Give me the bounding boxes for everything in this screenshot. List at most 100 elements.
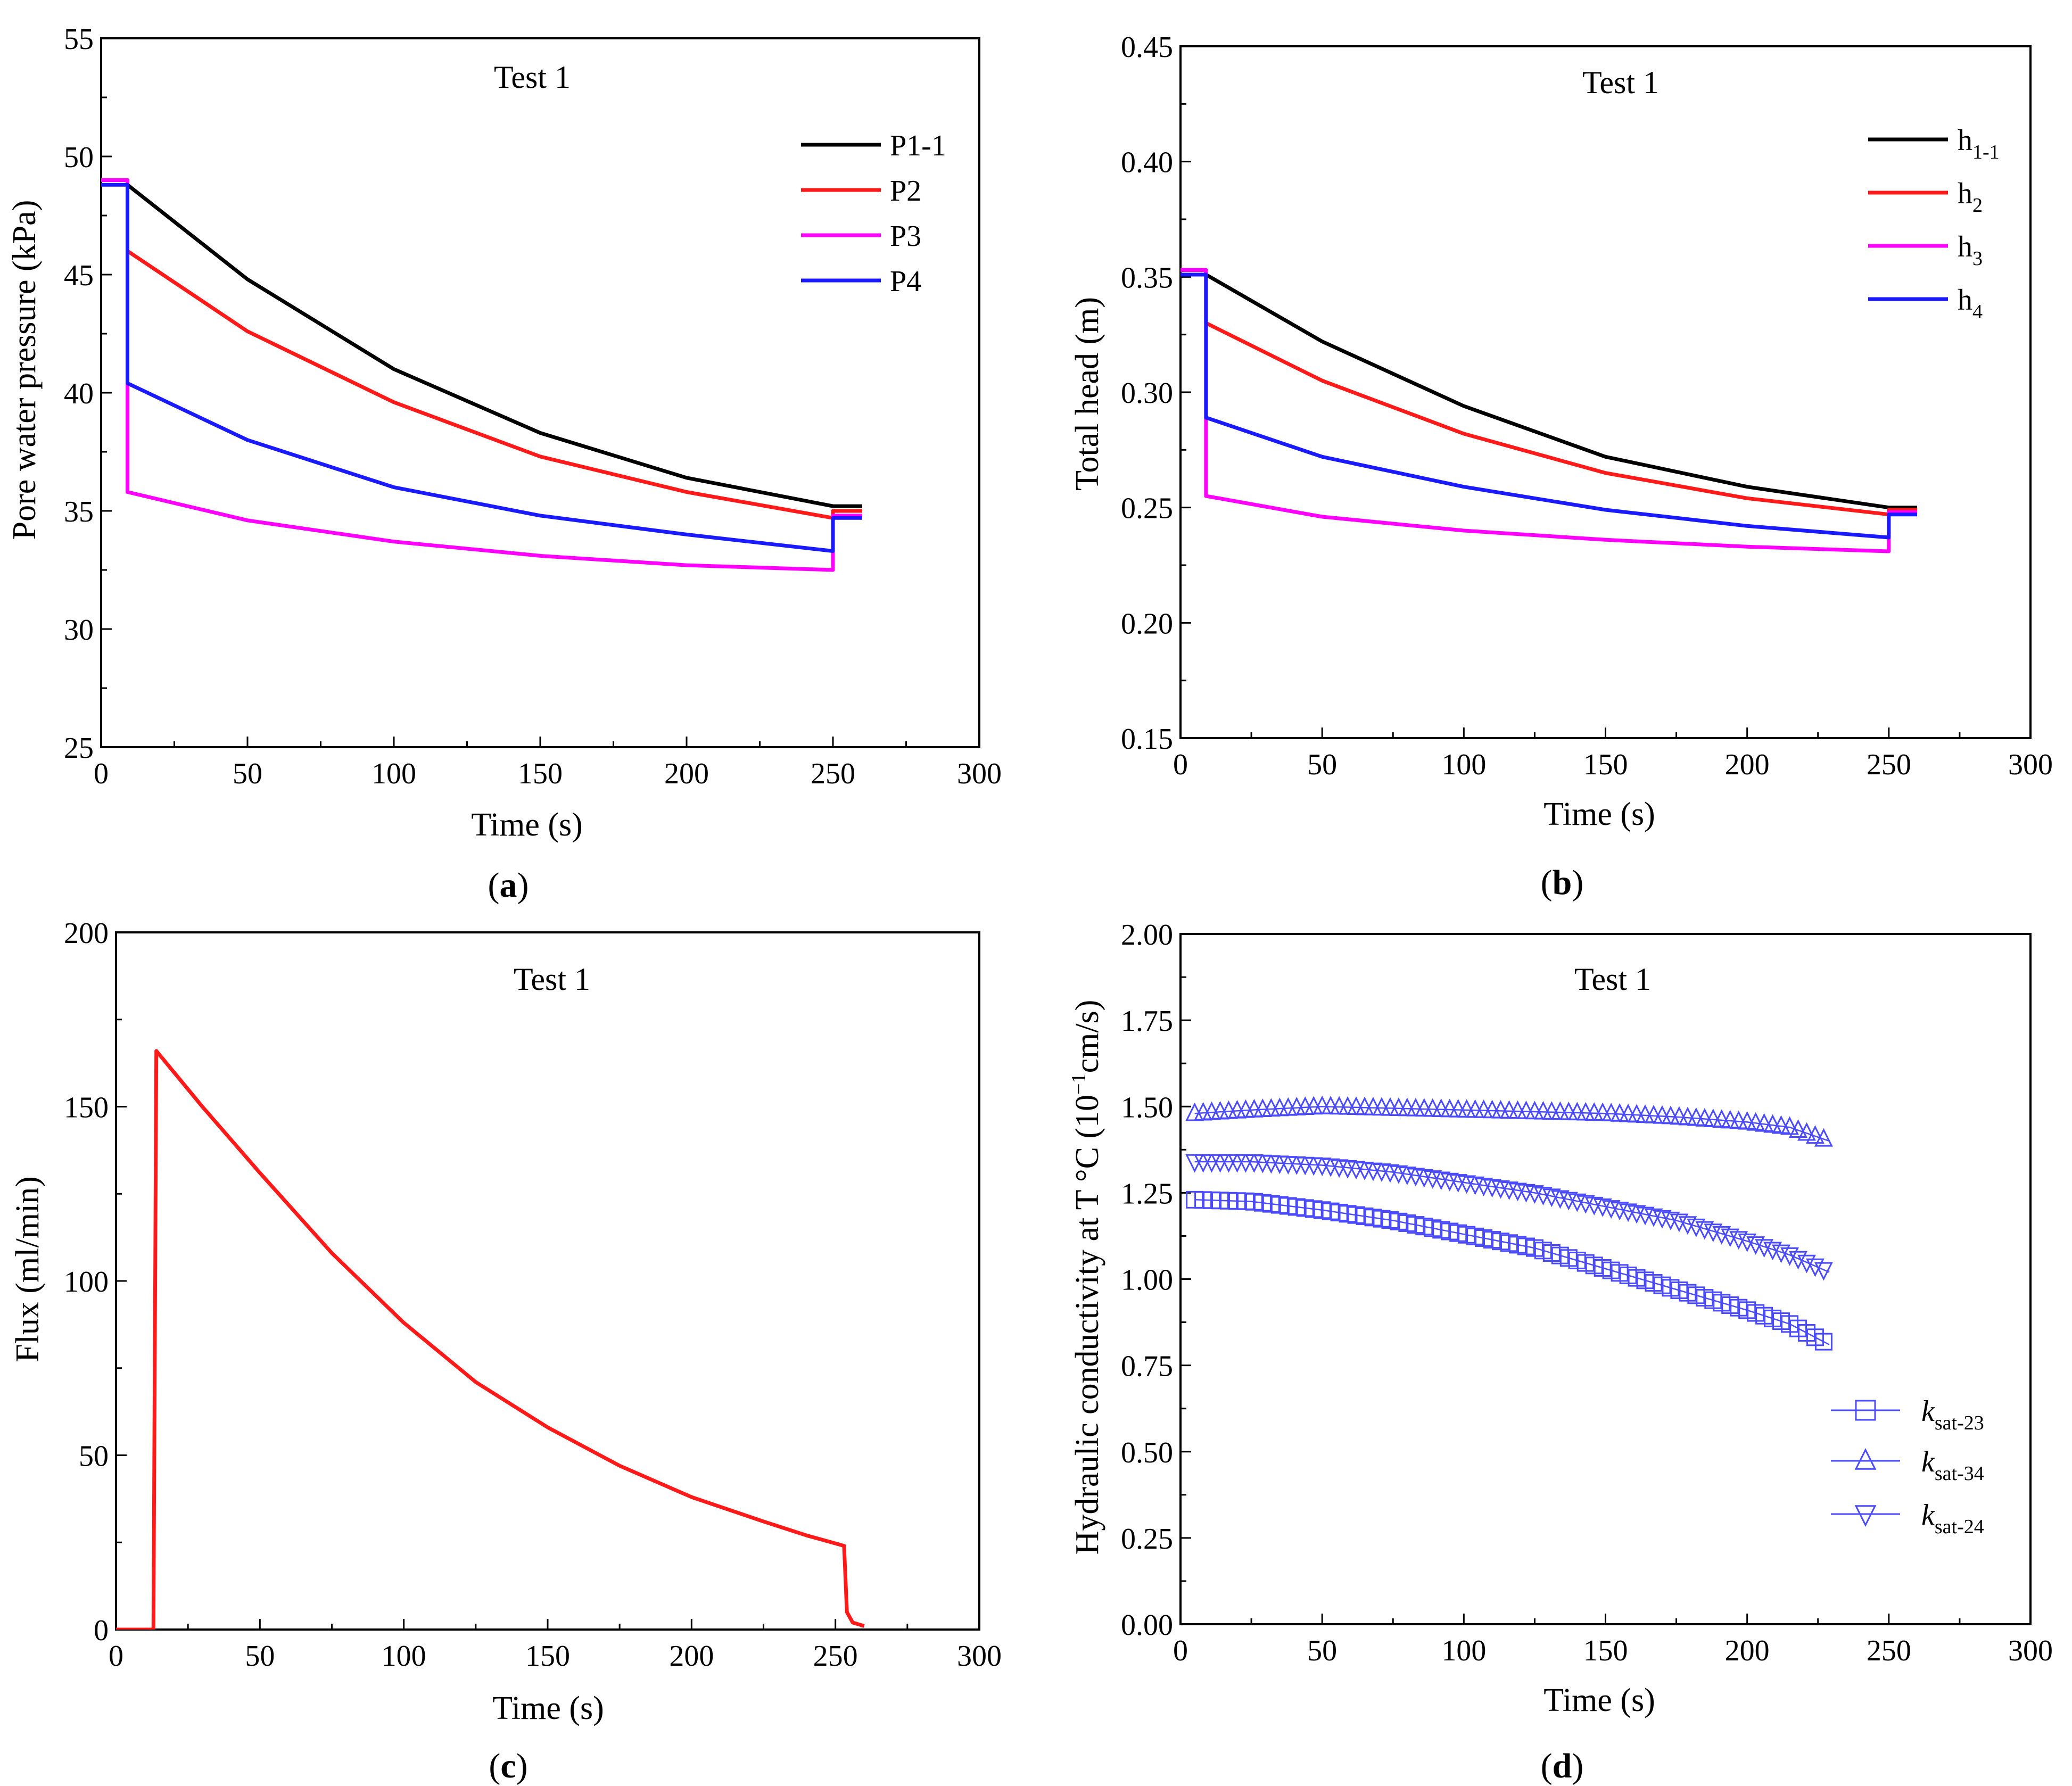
data-point (1483, 1099, 1501, 1119)
x-tick-label: 250 (1867, 748, 1911, 781)
y-tick-label: 50 (79, 1440, 109, 1473)
chart-title: Test 1 (1582, 65, 1659, 100)
x-tick-label: 100 (1441, 1634, 1486, 1667)
data-point (1211, 1154, 1229, 1173)
y-axis-title: Total head (m) (1069, 297, 1105, 491)
data-point (1364, 1096, 1383, 1115)
y-axis-title: Hydraulic conductivity at T °C (10−1cm/s… (1068, 1000, 1105, 1555)
y-tick-label: 0.25 (1121, 1523, 1173, 1556)
y-tick-label: 150 (64, 1092, 109, 1124)
y-tick-label: 1.75 (1121, 1005, 1173, 1038)
legend-label: P3 (890, 220, 921, 253)
data-point (1440, 1098, 1459, 1118)
x-tick-label: 100 (1441, 748, 1486, 781)
data-point (1525, 1101, 1544, 1120)
axes: 0 50 100 150 200 250 300 0.00 0.25 0.50 0.75 1.00 1.… (1121, 919, 2053, 1667)
data-point (1755, 1113, 1774, 1132)
data-point (1372, 1097, 1391, 1116)
data-point (1797, 1122, 1816, 1141)
y-tick-label: 0 (94, 1614, 109, 1647)
data-point (1500, 1100, 1518, 1119)
y-axis-title: Pore water pressure (kPa) (6, 200, 43, 540)
legend-label: h1-1 (1958, 124, 2000, 163)
x-tick-label: 50 (245, 1640, 275, 1673)
data-point (1559, 1101, 1578, 1120)
y-tick-label: 0.35 (1121, 261, 1173, 294)
panel-caption: (d) (1541, 1747, 1584, 1785)
plot-area (1185, 1095, 1833, 1351)
data-point (1763, 1114, 1782, 1133)
legend-label: h2 (1958, 177, 1983, 217)
x-tick-label: 50 (233, 757, 262, 790)
data-point (1457, 1099, 1476, 1118)
legend-label: h3 (1958, 230, 1983, 270)
y-tick-label: 200 (64, 917, 109, 950)
data-point (1228, 1154, 1246, 1173)
data-point (1415, 1098, 1434, 1117)
y-tick-label: 50 (64, 141, 94, 174)
data-point (1772, 1115, 1790, 1134)
data-point (1780, 1247, 1799, 1266)
series-line (101, 183, 862, 553)
y-tick-label: 45 (64, 259, 94, 292)
axes: 0 50 100 150 200 250 300 25 30 35 40 45 50 55 (64, 23, 1002, 790)
y-tick-label: 25 (64, 732, 94, 765)
data-point (1780, 1116, 1799, 1135)
data-point (1854, 1448, 1877, 1470)
x-tick-label: 250 (1867, 1634, 1911, 1667)
data-point (1584, 1102, 1604, 1121)
data-point (1194, 1154, 1213, 1173)
data-point (1398, 1097, 1417, 1117)
data-point (1432, 1098, 1451, 1117)
y-tick-label: 35 (64, 495, 94, 528)
legend-label: ksat-34 (1921, 1445, 1984, 1485)
panel-caption: (c) (489, 1747, 527, 1785)
y-tick-label: 2.00 (1121, 919, 1173, 952)
series-line (101, 178, 862, 508)
chart-title: Test 1 (514, 962, 590, 997)
data-point (1805, 1258, 1825, 1277)
chart-title: Test 1 (494, 60, 571, 95)
y-tick-label: 55 (64, 23, 94, 56)
y-tick-label: 1.25 (1121, 1177, 1173, 1210)
legend-label: P2 (890, 175, 921, 208)
plot-frame (115, 931, 980, 1631)
data-point (1550, 1101, 1570, 1120)
y-tick-label: 0.00 (1121, 1609, 1173, 1642)
y-tick-label: 0.30 (1121, 377, 1173, 410)
data-point (1746, 1112, 1765, 1131)
series-line (1181, 268, 1918, 510)
x-axis-title: Time (s) (492, 1690, 604, 1726)
x-tick-label: 300 (957, 757, 1002, 790)
panel-c: Flux (ml/min) Time (s) Test 1 (c) 0 50 100… (10, 917, 1002, 1785)
data-point (1593, 1102, 1612, 1121)
series-line (1181, 272, 1918, 540)
data-point (1423, 1098, 1442, 1117)
x-tick-label: 100 (382, 1640, 426, 1673)
y-tick-label: 0.50 (1121, 1436, 1173, 1469)
x-tick-label: 200 (1725, 1634, 1770, 1667)
x-tick-label: 0 (1173, 748, 1188, 781)
x-tick-label: 150 (1583, 748, 1628, 781)
x-tick-label: 100 (372, 757, 416, 790)
y-tick-label: 0.15 (1121, 723, 1173, 756)
data-point (1576, 1102, 1595, 1121)
panel-caption: (a) (488, 866, 529, 905)
series-line (101, 178, 862, 520)
x-tick-label: 150 (525, 1640, 570, 1673)
series-line (101, 178, 862, 572)
y-axis-title: Flux (ml/min) (10, 1176, 46, 1362)
series-line (1181, 268, 1918, 517)
y-tick-label: 0.25 (1121, 492, 1173, 525)
x-tick-label: 250 (813, 1640, 858, 1673)
chart-title: Test 1 (1574, 962, 1651, 997)
x-tick-label: 200 (1725, 748, 1770, 781)
legend-label: ksat-23 (1921, 1395, 1984, 1434)
data-point (1814, 1333, 1832, 1351)
x-tick-label: 0 (109, 1640, 123, 1673)
x-tick-label: 0 (1173, 1634, 1188, 1667)
legend: ksat-23 ksat-34 ksat-24 (1831, 1395, 1984, 1538)
y-tick-label: 0.20 (1121, 607, 1173, 640)
x-tick-label: 150 (1583, 1634, 1628, 1667)
data-point (1466, 1099, 1485, 1118)
